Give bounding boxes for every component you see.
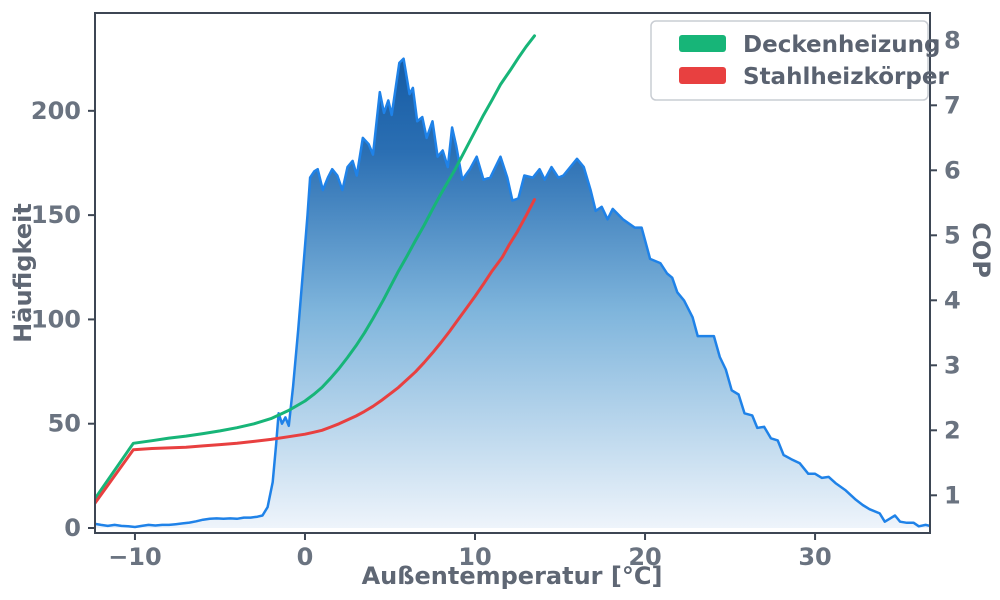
- y-right-tick-label-7: 7: [944, 91, 961, 119]
- y-left-tick-label-0: 0: [64, 514, 81, 542]
- x-tick-label-30: 30: [798, 543, 831, 571]
- legend-label-stahlheizkoerper: Stahlheizkörper: [743, 64, 949, 90]
- y-left-tick-label-100: 100: [31, 305, 81, 333]
- y-axis-label-right: COP: [967, 222, 995, 278]
- legend: Deckenheizung Stahlheizkörper: [650, 20, 949, 101]
- legend-swatch-stahlheizkoerper: [679, 67, 726, 84]
- tick-labels: −10 0 10 20 30 0 50 100 150 200 1 2 3 4 5 6 7 8: [31, 26, 961, 571]
- legend-swatch-deckenheizung: [679, 35, 726, 52]
- y-left-tick-label-150: 150: [31, 201, 81, 229]
- y-right-tick-label-4: 4: [944, 286, 961, 314]
- y-right-tick-label-3: 3: [944, 351, 961, 379]
- x-tick-label-10: 10: [458, 543, 491, 571]
- y-right-tick-label-8: 8: [944, 26, 961, 54]
- y-right-tick-label-5: 5: [944, 221, 961, 249]
- axes-border: [94, 12, 931, 534]
- y-left-tick-label-50: 50: [48, 410, 81, 438]
- tick-marks: [88, 39, 937, 540]
- y-right-tick-label-2: 2: [944, 416, 961, 444]
- y-right-tick-label-6: 6: [944, 156, 961, 184]
- stahlheizkoerper-line: [95, 198, 536, 505]
- histogram-area: [95, 58, 930, 528]
- y-axis-label-left: Häufigkeit: [9, 203, 37, 343]
- legend-label-deckenheizung: Deckenheizung: [743, 32, 940, 58]
- x-tick-label--10: −10: [108, 543, 162, 571]
- deckenheizung-line: [95, 34, 536, 501]
- x-tick-label-20: 20: [628, 543, 661, 571]
- y-right-tick-label-1: 1: [944, 481, 961, 509]
- x-tick-label-0: 0: [297, 543, 314, 571]
- y-left-tick-label-200: 200: [31, 97, 81, 125]
- x-axis-label: Außentemperatur [°C]: [362, 562, 663, 590]
